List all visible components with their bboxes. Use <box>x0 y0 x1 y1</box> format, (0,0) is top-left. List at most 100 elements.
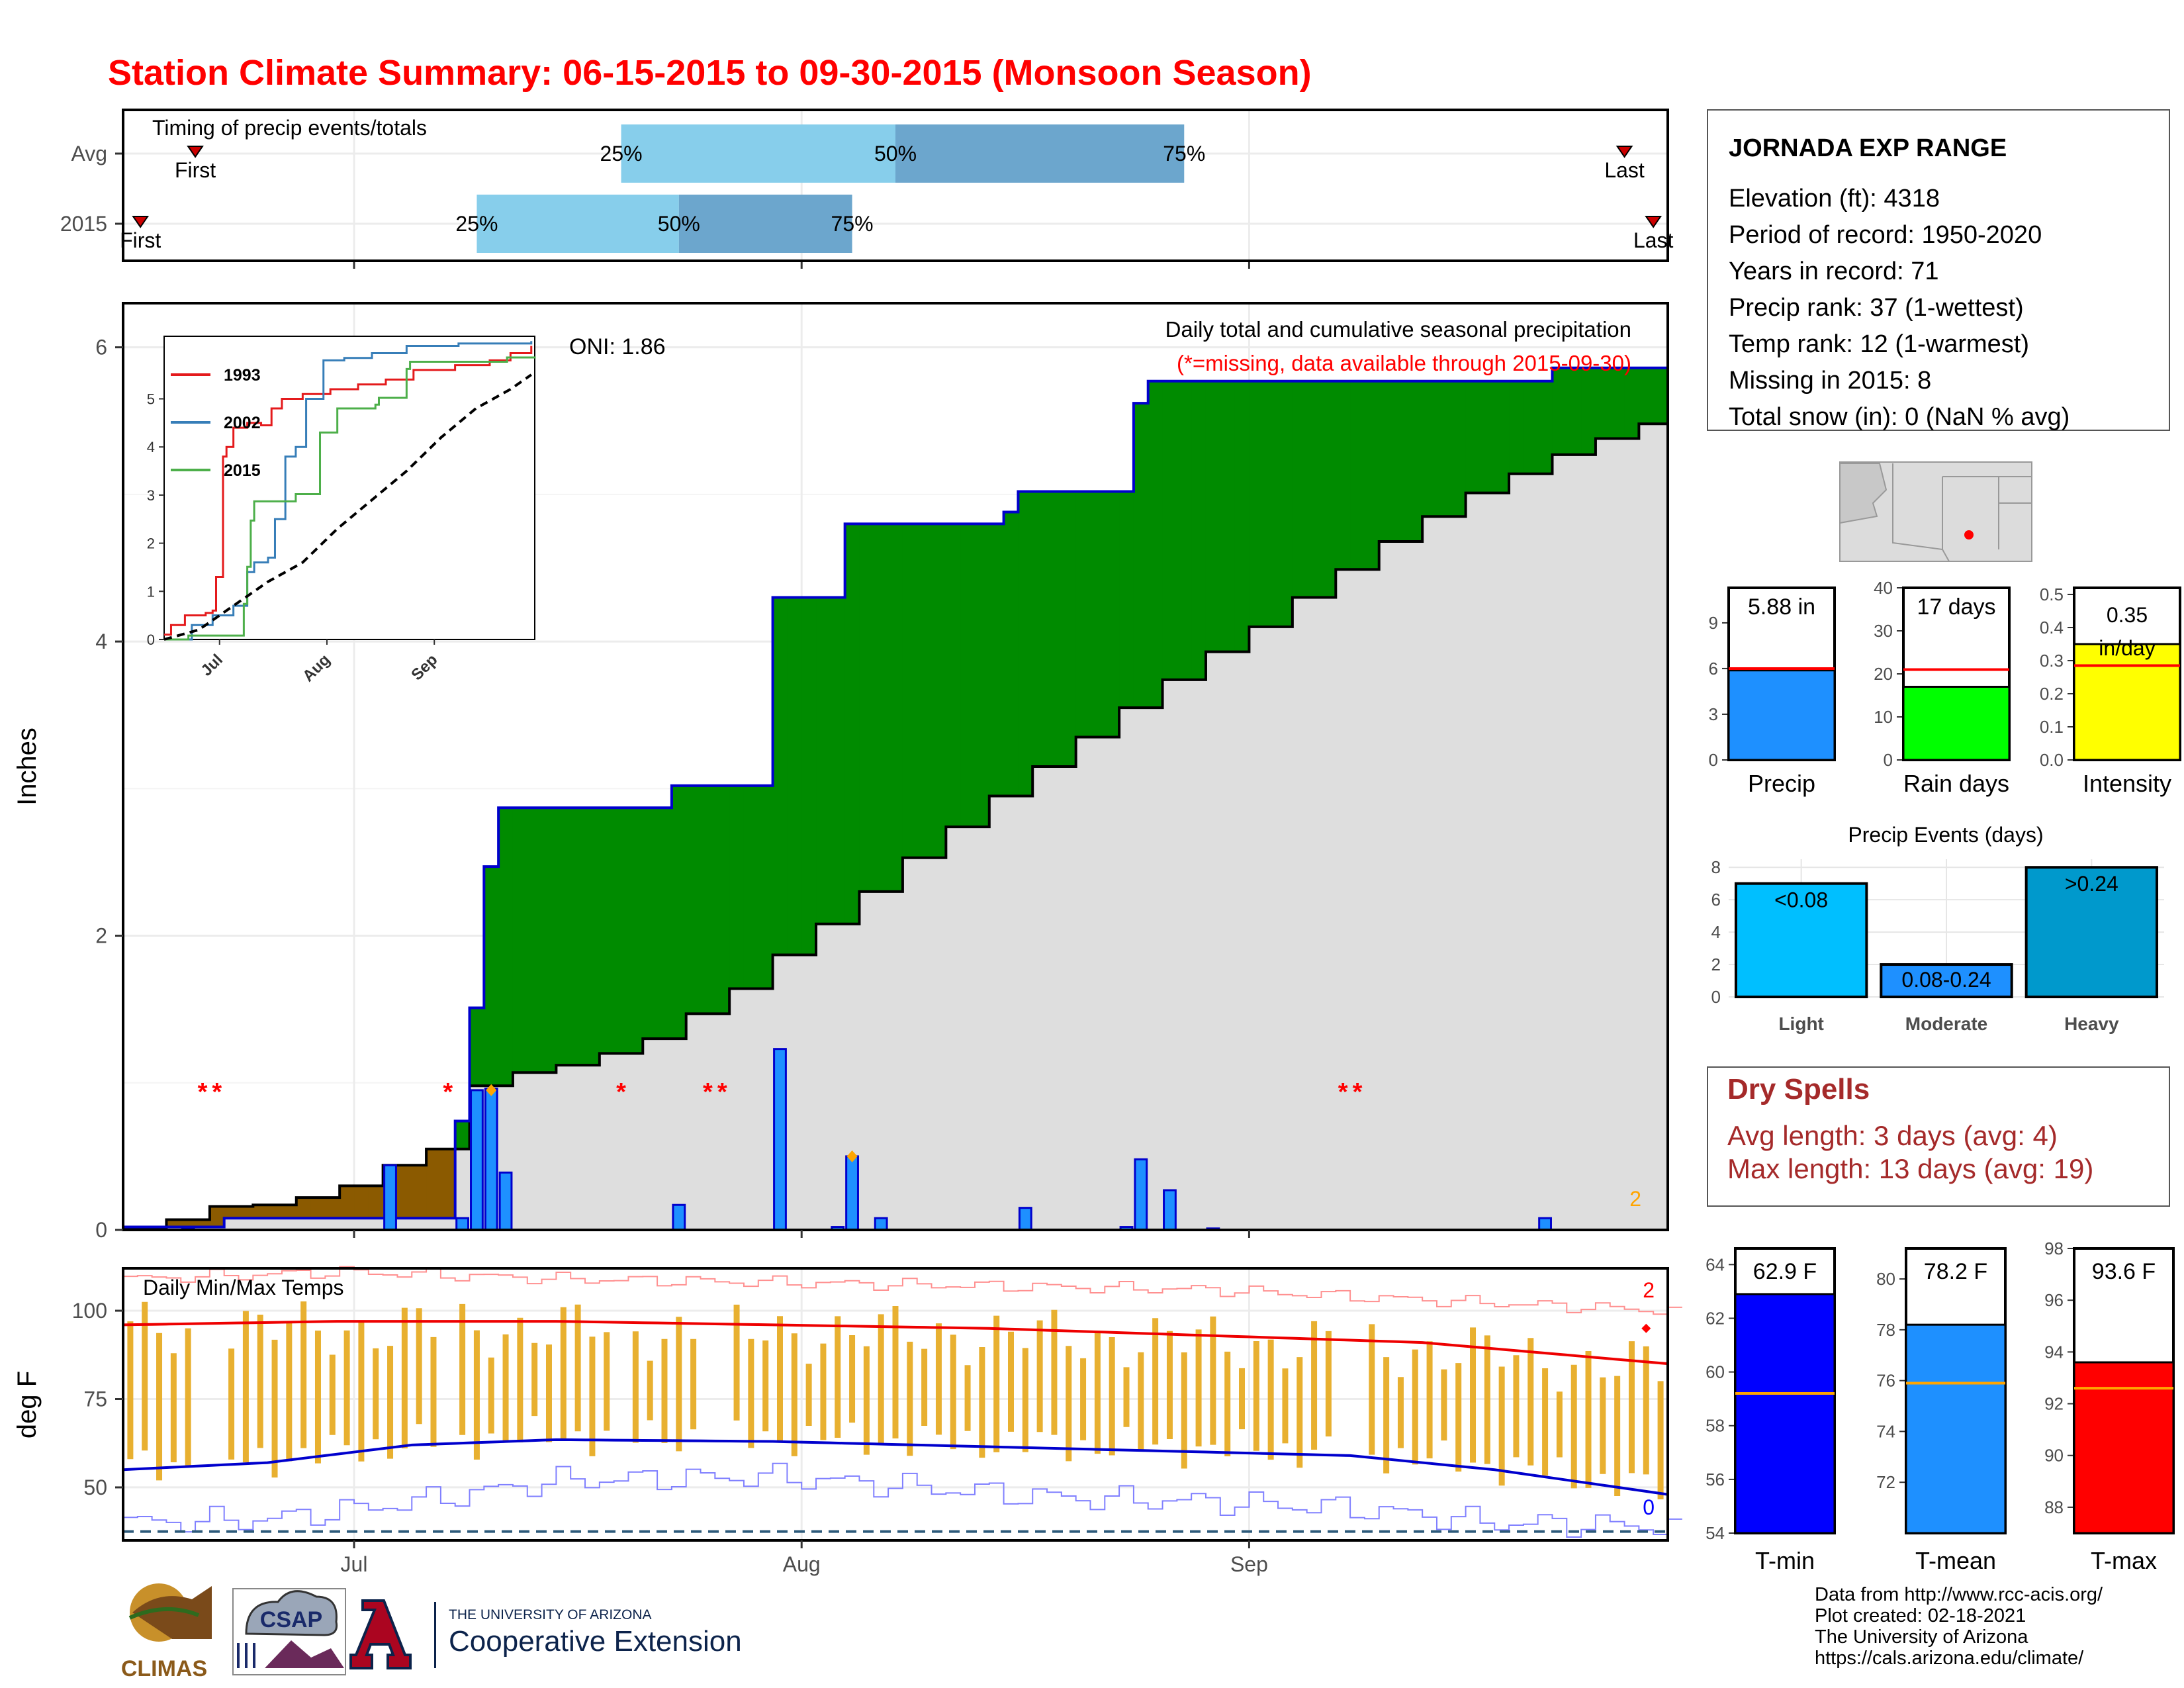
temp-bar-y-tick-label: 64 <box>1706 1254 1725 1274</box>
inset-y-tick-label: 1 <box>147 583 155 600</box>
surplus-area-segment <box>960 524 976 827</box>
precip-y-tick-label: 2 <box>95 924 107 948</box>
mini-bar-value-label: 17 days <box>1917 594 1995 620</box>
surplus-area-segment <box>1075 491 1091 737</box>
temp-bar-y-tick-label: 54 <box>1706 1523 1725 1543</box>
dry-spells-max: Max length: 13 days (avg: 19) <box>1727 1153 2093 1184</box>
csap-text: CSAP <box>260 1607 322 1632</box>
daily-precip-bar <box>383 1164 397 1231</box>
credit-line: Plot created: 02-18-2021 <box>1815 1605 2026 1626</box>
surplus-area-segment <box>1336 381 1351 570</box>
surplus-area-segment <box>1090 491 1105 737</box>
surplus-area-segment <box>1379 381 1394 541</box>
csap-logo: CSAP <box>232 1588 346 1675</box>
deficit-area-segment <box>281 1205 297 1219</box>
inset-series-2002 <box>164 341 533 641</box>
normal-cumulative-area <box>123 418 1668 1231</box>
mini-bar-0 <box>1727 669 1836 761</box>
ua-big-text: Cooperative Extension <box>449 1625 742 1658</box>
precip-y-tick-label: 0 <box>95 1218 107 1242</box>
surplus-area-segment <box>1177 381 1192 680</box>
temp-bar-y-tick-label: 72 <box>1876 1472 1895 1492</box>
mini-bar-y-tick-label: 0.1 <box>2040 717 2064 737</box>
mini-bar-name: Rain days <box>1903 770 2009 797</box>
x-axis-month-label: Jul <box>341 1552 368 1576</box>
daily-precip-bar <box>845 1155 859 1231</box>
temp-bar-name: T-min <box>1755 1547 1815 1574</box>
mini-bar-y-tick-label: 0.3 <box>2040 651 2064 671</box>
mini-bar-y-tick-label: 0.0 <box>2040 750 2064 770</box>
surplus-area-segment <box>585 808 600 1066</box>
deficit-area-segment <box>325 1197 340 1219</box>
credits: Data from http://www.rcc-acis.org/Plot c… <box>1815 1584 2103 1669</box>
record-low-line <box>123 1462 1682 1538</box>
temp-bar-name: T-mean <box>1915 1547 1996 1574</box>
surplus-area-segment <box>556 808 571 1066</box>
surplus-area-segment <box>1032 491 1048 767</box>
events-bar-heavy <box>2025 866 2159 999</box>
mini-bar-y-tick-label: 30 <box>1874 621 1893 641</box>
events-y-tick-label: 8 <box>1711 857 1721 877</box>
timing-last-marker <box>1615 146 1633 158</box>
surplus-area-segment <box>1494 381 1510 493</box>
temp-bar-y-tick-label: 76 <box>1876 1371 1895 1391</box>
missing-day-marker: * <box>443 1078 453 1106</box>
surplus-area-segment <box>1018 491 1033 796</box>
location-map <box>1839 461 2032 562</box>
daily-precip-bar <box>484 1088 498 1231</box>
deficit-area-segment <box>253 1205 268 1219</box>
surplus-area-segment <box>902 524 918 858</box>
station-info-line: Total snow (in): 0 (NaN % avg) <box>1729 403 2070 431</box>
surplus-area-segment <box>1263 381 1279 627</box>
surplus-area-segment <box>1422 381 1437 517</box>
deficit-area-segment <box>267 1205 283 1219</box>
surplus-area-segment <box>1393 381 1408 541</box>
surplus-area-segment <box>1105 491 1120 737</box>
mini-bar-value-label: 5.88 in <box>1748 594 1815 620</box>
mini-bar-y-tick-label: 0.4 <box>2040 618 2064 637</box>
temp-bar-y-tick-label: 88 <box>2044 1497 2064 1517</box>
station-info-line: Elevation (ft): 4318 <box>1729 185 1940 212</box>
surplus-area-segment <box>1220 381 1236 652</box>
observed-cumulative-line <box>123 365 1669 1229</box>
timing-q50-label: 50% <box>874 142 917 165</box>
timing-first-marker <box>132 216 150 228</box>
surplus-area-segment <box>816 597 831 924</box>
surplus-area-segment <box>772 597 788 955</box>
deficit-area-segment <box>310 1197 326 1219</box>
inset-y-tick-label: 3 <box>147 487 155 504</box>
season-bars: 0 3 6 9 5.88 in Precip 0 10 20 30 40 17 days Rain da… <box>1709 578 2181 797</box>
temp-bar-y-tick-label: 94 <box>2044 1342 2064 1362</box>
temp-bar-y-tick-label: 58 <box>1706 1416 1725 1436</box>
x-axis-month-label: Aug <box>783 1552 821 1576</box>
deficit-area-segment <box>340 1186 355 1219</box>
surplus-area-segment <box>1595 367 1611 439</box>
events-y-tick-label: 4 <box>1711 922 1721 942</box>
mini-bar-name: Intensity <box>2083 770 2171 797</box>
surplus-area-segment <box>743 785 759 989</box>
precip-y-tick-label: 6 <box>95 336 107 359</box>
surplus-area-segment <box>830 597 846 924</box>
temp-bar-y-tick-label: 62 <box>1706 1308 1725 1328</box>
mini-bar-y-tick-label: 0 <box>1884 750 1893 770</box>
surplus-area-segment <box>1624 367 1639 439</box>
timing-q75-label: 75% <box>1163 142 1205 165</box>
mini-bar-y-tick-label: 0 <box>1709 750 1718 770</box>
surplus-area-segment <box>946 524 961 827</box>
daily-precip-bar <box>1538 1217 1552 1231</box>
events-category-label: Moderate <box>1905 1013 1987 1034</box>
inset-legend-label: 1993 <box>224 366 261 385</box>
surplus-area-segment <box>1523 381 1539 474</box>
temp-y-tick-label: 50 <box>83 1476 107 1499</box>
events-y-tick-label: 0 <box>1711 987 1721 1007</box>
surplus-area-segment <box>1465 381 1481 493</box>
temp-bar-value-label: 62.9 F <box>1753 1259 1817 1284</box>
timing-q25-label: 25% <box>600 142 643 165</box>
inset-y-tick-label: 0 <box>147 632 155 648</box>
station-info-line: Period of record: 1950-2020 <box>1729 221 2042 249</box>
x-axis-month-label: Sep <box>1230 1552 1268 1576</box>
missing-day-marker: * <box>703 1078 713 1106</box>
inset-legend-label: 2002 <box>224 414 261 432</box>
